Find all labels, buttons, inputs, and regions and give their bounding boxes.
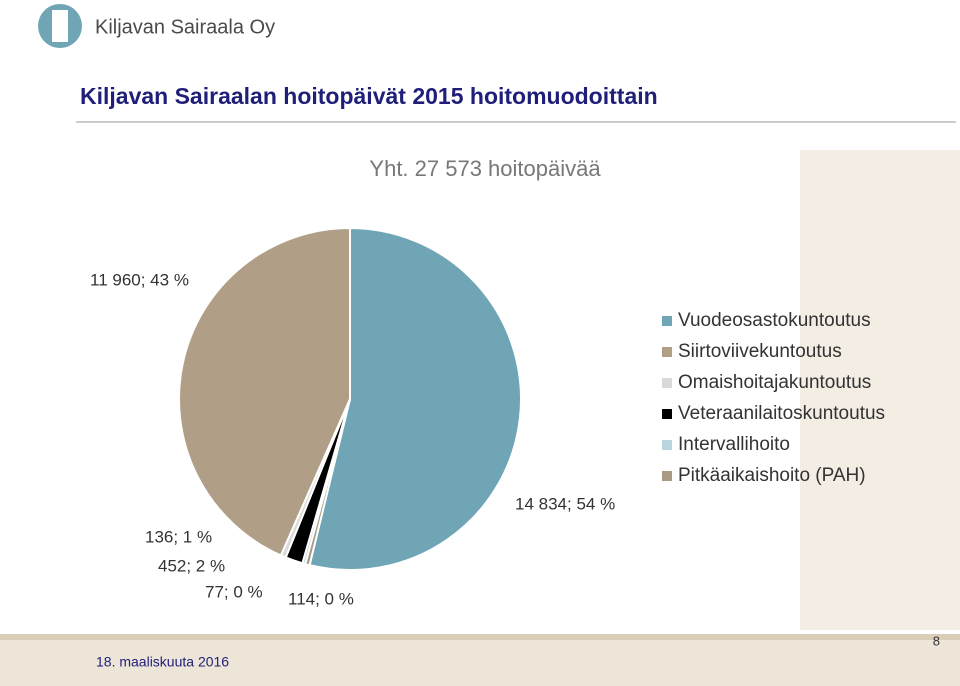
legend-label: Pitkäaikaishoito (PAH) xyxy=(678,465,866,486)
page-number: 8 xyxy=(933,633,940,648)
pie: 14 834; 54 % 114; 0 % 77; 0 % 452; 2 % 136; … xyxy=(90,226,615,608)
data-label: 114; 0 % xyxy=(288,589,354,608)
legend-label: Vuodeosastokuntoutus xyxy=(678,310,871,331)
legend-label: Veteraanilaitoskuntoutus xyxy=(678,403,885,424)
legend-swatch xyxy=(662,316,672,326)
data-label: 11 960; 43 % xyxy=(90,270,189,289)
legend-swatch xyxy=(662,409,672,419)
pie-slice xyxy=(308,226,522,571)
footer-rule xyxy=(0,634,960,640)
legend-swatch xyxy=(662,347,672,357)
data-label: 452; 2 % xyxy=(158,556,225,575)
legend: Vuodeosastokuntoutus Siirtoviivekuntoutus… xyxy=(662,310,885,486)
pie-slice xyxy=(178,226,351,557)
logo: Kiljavan Sairaala Oy xyxy=(38,4,275,48)
slide-title: Kiljavan Sairaalan hoitopäivät 2015 hoit… xyxy=(80,83,658,109)
legend-label: Siirtoviivekuntoutus xyxy=(678,341,842,362)
chart-subtitle: Yht. 27 573 hoitopäivää xyxy=(369,156,601,181)
data-label: 77; 0 % xyxy=(205,582,263,601)
footer-date: 18. maaliskuuta 2016 xyxy=(96,654,229,670)
background-building xyxy=(800,150,960,630)
footer-band xyxy=(0,640,960,686)
legend-swatch xyxy=(662,378,672,388)
data-label: 14 834; 54 % xyxy=(515,494,615,513)
logo-mark-inner xyxy=(52,10,68,42)
legend-swatch xyxy=(662,440,672,450)
logo-text: Kiljavan Sairaala Oy xyxy=(95,16,275,38)
data-label: 136; 1 % xyxy=(145,527,212,546)
legend-label: Omaishoitajakuntoutus xyxy=(678,372,871,393)
legend-swatch xyxy=(662,471,672,481)
legend-label: Intervallihoito xyxy=(678,434,790,455)
